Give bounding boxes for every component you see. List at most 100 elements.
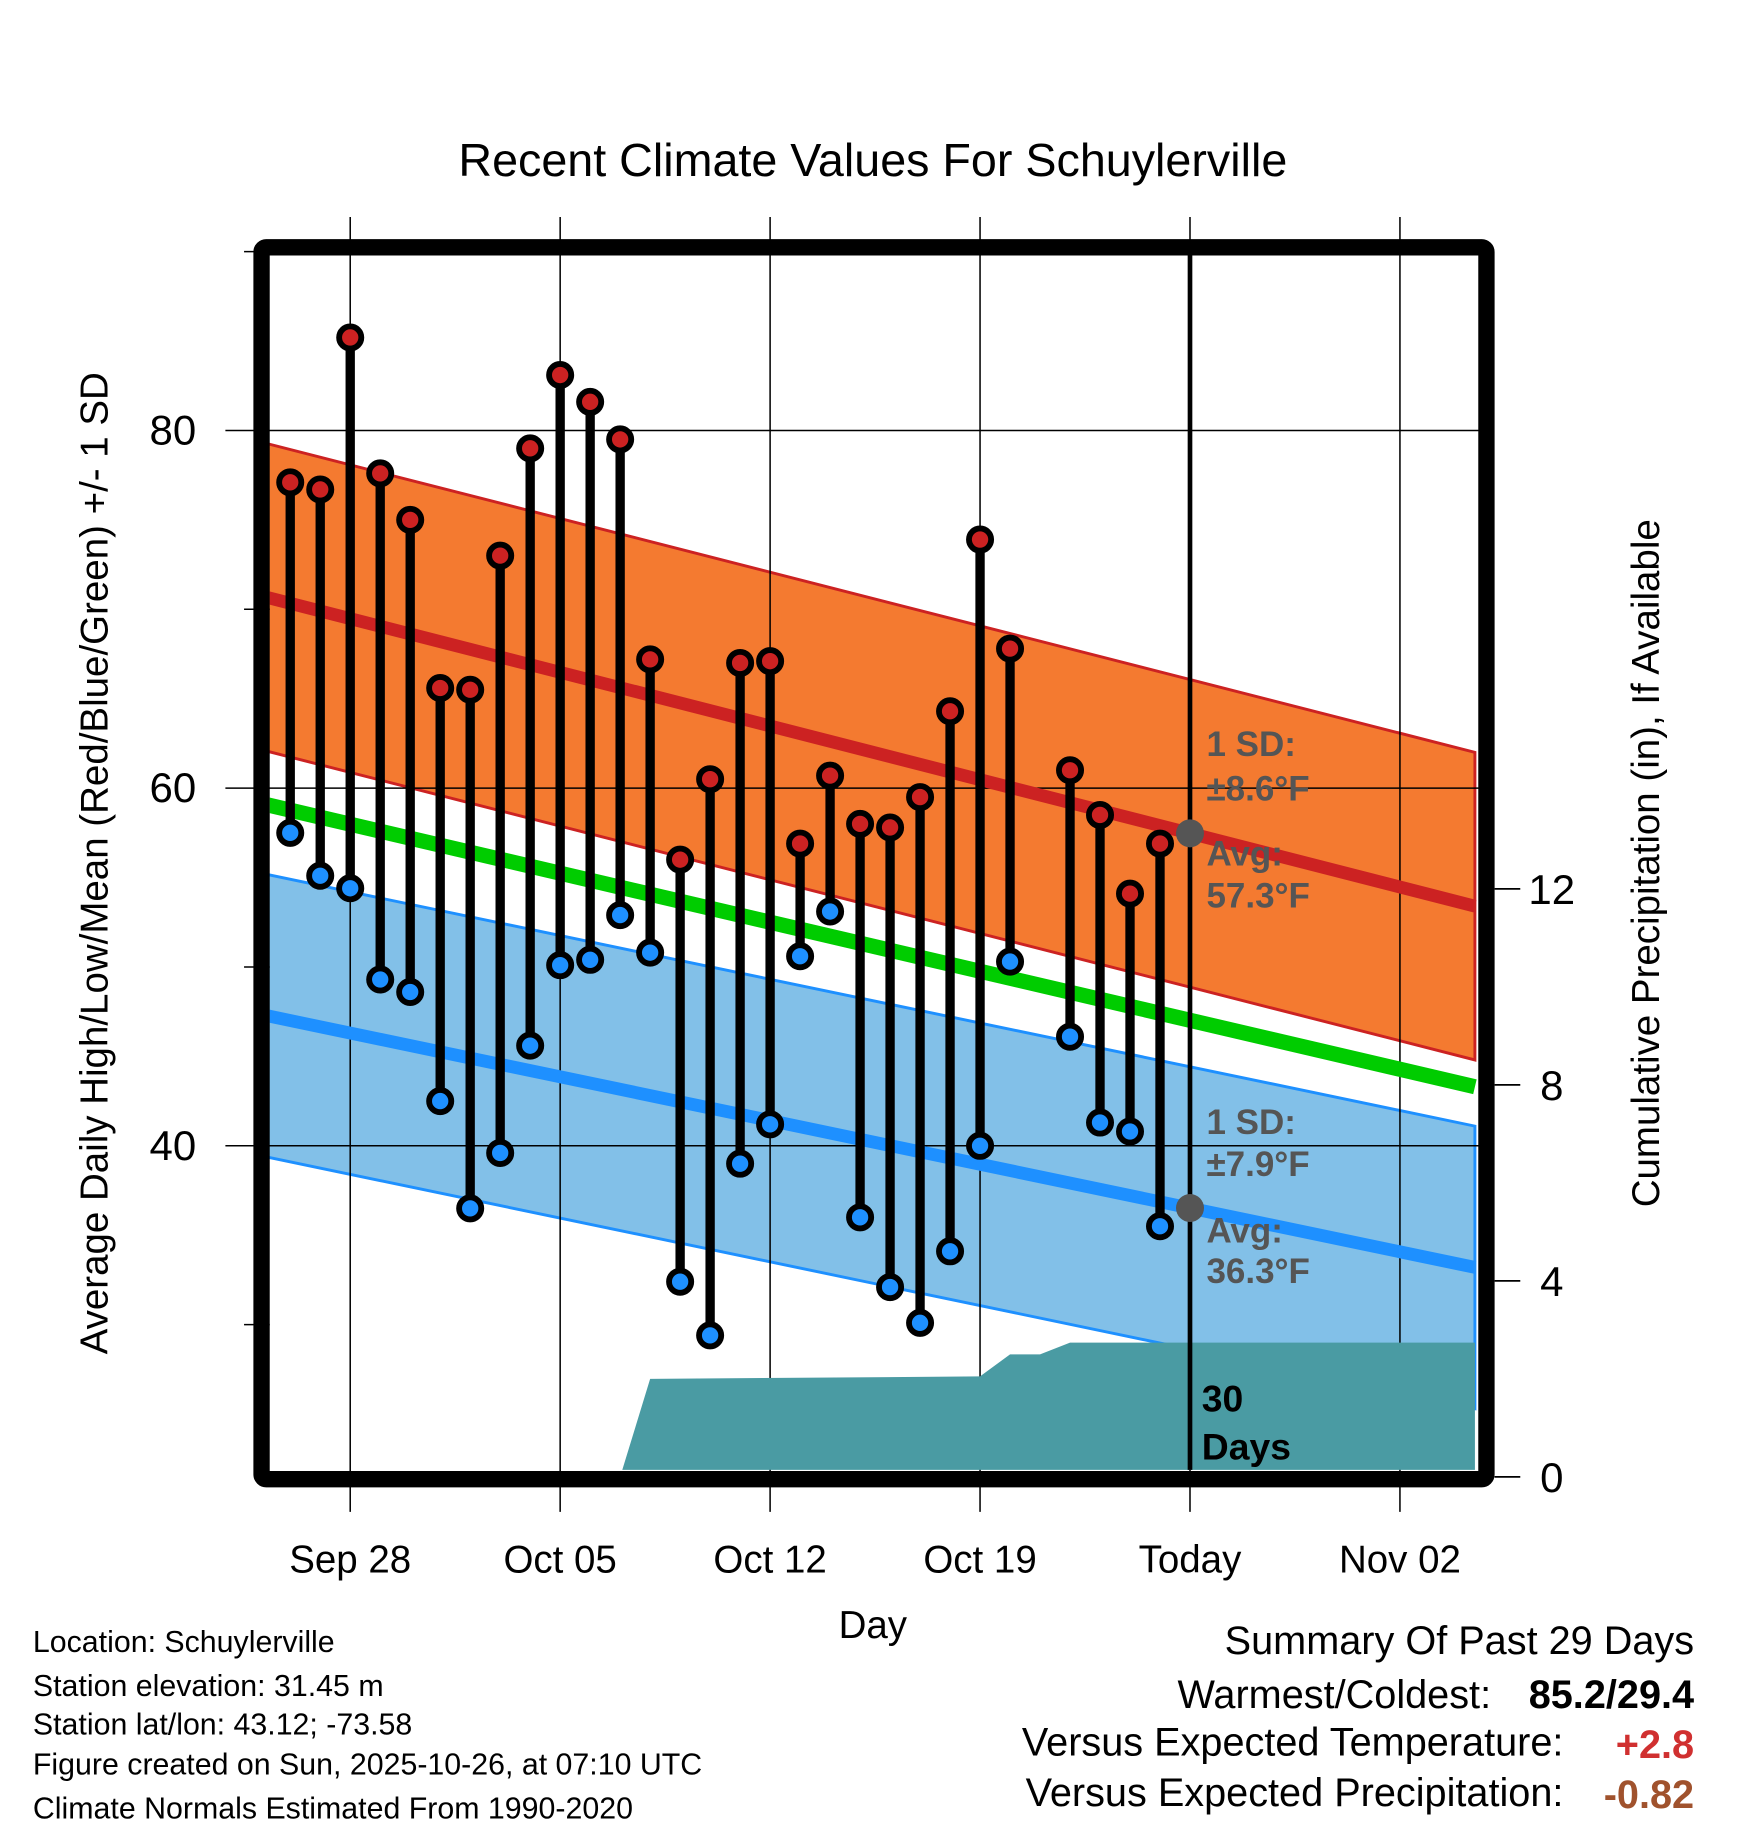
location-text: Location: Schuylerville [33,1626,335,1659]
x-tick-label: Today [1139,1539,1242,1582]
low-point [456,1194,485,1223]
high-point [1056,756,1085,785]
temp-value: +2.8 [1616,1723,1694,1767]
created-text: Figure created on Sun, 2025-10-26, at 07… [33,1748,702,1781]
annotation-low-sd: 1 SD: [1206,1103,1295,1142]
station-info: Location: Schuylerville Station elevatio… [33,1626,702,1826]
low-point [396,977,425,1006]
annotation-low-avg-val: 36.3°F [1206,1252,1309,1291]
high-point [606,425,635,454]
high-point [696,765,725,794]
low-point [726,1149,755,1178]
low-point [1146,1212,1175,1241]
high-point [516,434,545,463]
precip-label: Versus Expected Precipitation: [1026,1771,1564,1815]
x-tick-label: Nov 02 [1339,1539,1461,1582]
chart-title: Recent Climate Values For Schuylerville [458,134,1287,186]
low-point [366,965,395,994]
low-point [876,1273,905,1302]
low-point [696,1321,725,1350]
x-tick-label: Oct 05 [503,1539,616,1582]
high-point [936,697,965,726]
high-mean-line [269,591,1477,913]
low-point [606,901,635,930]
low-point [816,897,845,926]
high-point [1146,829,1175,858]
low-point [1086,1108,1115,1137]
plot-frame [253,239,1495,1488]
low-point [966,1131,995,1160]
precip-days-word: Days [1202,1425,1291,1467]
low-point [516,1031,545,1060]
high-point [576,387,605,416]
low-point [756,1110,785,1139]
high-point [456,675,485,704]
high-point [306,475,335,504]
temp-label: Versus Expected Temperature: [1022,1721,1564,1765]
y2-tick-label: 0 [1540,1454,1563,1501]
low-point [636,938,665,967]
today-high-avg-dot [1175,819,1204,848]
y2-tick-label: 12 [1528,866,1575,913]
high-point [666,845,695,874]
y-tick-label: 80 [150,406,197,453]
today-low-avg-dot [1175,1194,1204,1223]
annotation-high-avg-val: 57.3°F [1206,877,1309,916]
low-point [576,945,605,974]
high-point [1086,800,1115,829]
high-point [276,468,305,497]
high-point [636,645,665,674]
summary-title: Summary Of Past 29 Days [1225,1619,1694,1663]
high-point [336,323,365,352]
warmest-label: Warmest/Coldest: [1177,1673,1491,1717]
y2-tick-label: 4 [1540,1258,1563,1305]
warmest-value: 85.2/29.4 [1529,1673,1694,1717]
x-tick-label: Oct 19 [923,1539,1036,1582]
high-point [1116,879,1145,908]
high-point [906,783,935,812]
high-point [396,505,425,534]
high-point [546,361,575,390]
low-point [486,1138,515,1167]
low-point [546,951,575,980]
high-point [966,525,995,554]
y2-tick-label: 8 [1540,1062,1563,1109]
precip-value: -0.82 [1604,1773,1694,1817]
low-point [936,1237,965,1266]
annotation-low-sd-val: ±7.9°F [1206,1145,1309,1184]
annotation-high-sd: 1 SD: [1206,725,1295,764]
low-point [786,942,815,971]
precip-days-number: 30 [1202,1378,1244,1420]
high-point [756,647,785,676]
high-point [426,673,455,702]
x-tick-label: Sep 28 [289,1539,411,1582]
y-tick-label: 40 [150,1122,197,1169]
precip-area [622,1342,1475,1470]
annotation-low-avg: Avg: [1206,1211,1282,1250]
high-point [816,761,845,790]
low-point [426,1087,455,1116]
y2-axis-label: Cumulative Precipitation (in), If Availa… [1625,519,1668,1207]
high-point [786,829,815,858]
high-point [876,813,905,842]
low-point [846,1203,875,1232]
low-point [666,1267,695,1296]
summary: Summary Of Past 29 Days Warmest/Coldest:… [1022,1619,1694,1817]
low-point [906,1308,935,1337]
high-point [846,809,875,838]
high-point [996,634,1025,663]
y-tick-label: 60 [150,764,197,811]
annotation-high-avg: Avg: [1206,835,1282,874]
high-point [726,648,755,677]
low-point [1116,1117,1145,1146]
low-point [276,818,305,847]
low-point [996,947,1025,976]
high-point [486,541,515,570]
annotation-high-sd-val: ±8.6°F [1206,769,1309,808]
high-point [366,459,395,488]
low-point [1056,1022,1085,1051]
low-point [306,861,335,890]
x-axis-label: Day [839,1604,908,1647]
